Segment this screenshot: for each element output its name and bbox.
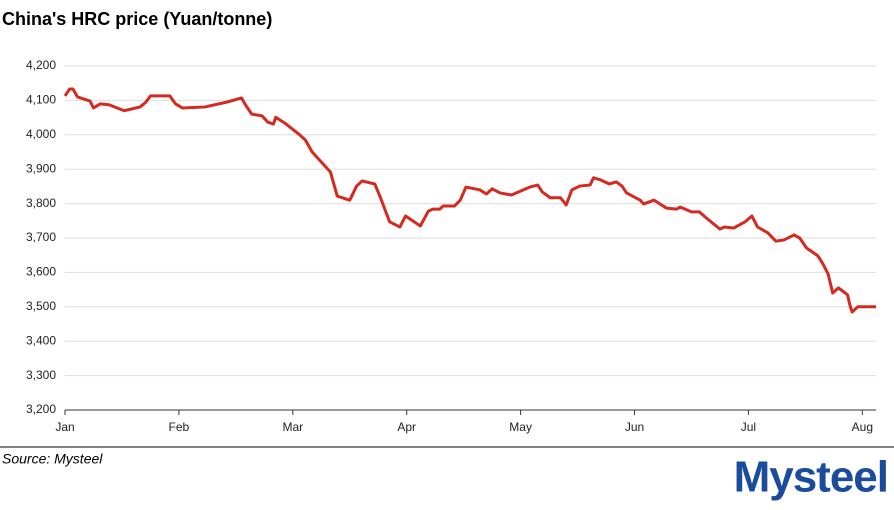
- price-line: [63, 87, 876, 314]
- x-tick-label: Feb: [169, 420, 190, 434]
- y-tick-label: 3,900: [26, 161, 56, 175]
- y-tick-label: 3,300: [26, 368, 56, 382]
- chart-title: China's HRC price (Yuan/tonne): [2, 9, 272, 29]
- x-tick-label: Apr: [397, 420, 416, 434]
- x-tick-label: May: [509, 420, 532, 434]
- y-tick-label: 4,000: [26, 127, 56, 141]
- x-tick-label: Aug: [852, 420, 873, 434]
- x-tick-label: Jan: [55, 420, 74, 434]
- y-tick-label: 4,200: [26, 58, 56, 72]
- source: Source: Mysteel: [2, 451, 103, 467]
- y-tick-label: 3,200: [26, 402, 56, 416]
- y-tick-label: 3,700: [26, 230, 56, 244]
- y-tick-label: 3,400: [26, 333, 56, 347]
- y-tick-label: 3,500: [26, 299, 56, 313]
- y-tick-label: 3,600: [26, 265, 56, 279]
- x-tick-label: Jun: [625, 420, 644, 434]
- y-tick-label: 3,800: [26, 196, 56, 210]
- logo: Mysteel: [734, 453, 888, 502]
- x-tick-label: Jul: [741, 420, 756, 434]
- y-tick-label: 4,100: [26, 93, 56, 107]
- x-tick-label: Mar: [282, 420, 303, 434]
